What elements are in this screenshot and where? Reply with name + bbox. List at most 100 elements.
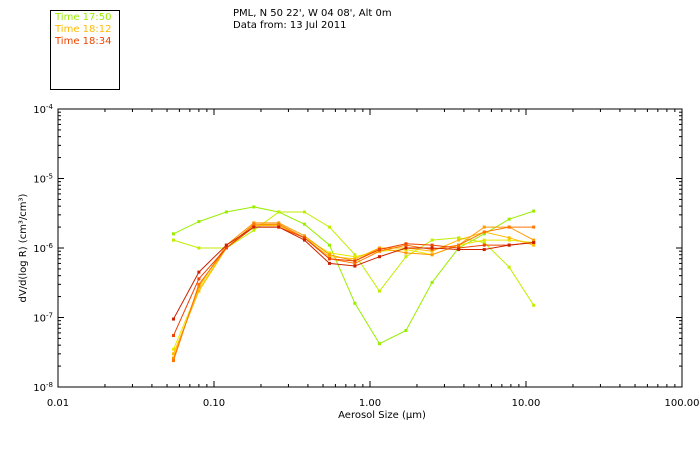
data-point (377, 289, 381, 293)
data-point (302, 210, 306, 214)
data-point (277, 210, 281, 214)
data-point (507, 225, 511, 229)
data-point (532, 243, 536, 247)
data-point (327, 243, 331, 247)
data-point (197, 287, 201, 291)
series-line-6 (173, 226, 534, 336)
data-point (482, 225, 486, 229)
data-point (457, 238, 461, 242)
data-point (277, 222, 281, 226)
series-line-4 (173, 222, 534, 359)
data-point (197, 284, 201, 288)
y-axis-label: dV/d(log R) (cm³/cm³) (18, 193, 29, 302)
data-point (532, 225, 536, 229)
data-point (277, 225, 281, 229)
data-point (302, 222, 306, 226)
header-date: Data from: 13 Jul 2011 (233, 20, 347, 31)
data-point (327, 255, 331, 259)
x-tick-label: 0.01 (47, 398, 69, 409)
y-tick-label: 10-5 (33, 173, 53, 186)
data-point (430, 249, 434, 253)
y-tick-label: 10-4 (33, 103, 53, 116)
data-point (252, 225, 256, 229)
data-point (197, 282, 201, 286)
data-point (457, 248, 461, 252)
data-point (353, 253, 357, 257)
data-point (482, 240, 486, 244)
data-point (252, 222, 256, 226)
x-tick-label: 1.00 (359, 398, 381, 409)
data-point (404, 242, 408, 246)
data-point (171, 317, 175, 321)
data-point (197, 289, 201, 293)
data-point (377, 246, 381, 250)
data-point (353, 257, 357, 261)
data-point (224, 210, 228, 214)
data-point (430, 243, 434, 247)
data-point (327, 251, 331, 255)
x-tick-label: 10.00 (512, 398, 541, 409)
data-point (507, 265, 511, 269)
data-point (353, 301, 357, 305)
data-point (457, 243, 461, 247)
legend-entry: Time 18:34 (55, 36, 112, 47)
x-tick-label: 100.00 (665, 398, 700, 409)
data-point (457, 246, 461, 250)
data-point (430, 280, 434, 284)
data-point (430, 246, 434, 250)
data-point (482, 230, 486, 234)
data-point (532, 240, 536, 244)
data-point (302, 236, 306, 240)
data-point (404, 255, 408, 259)
data-point (404, 246, 408, 250)
data-point (430, 253, 434, 257)
data-point (197, 220, 201, 224)
data-point (353, 261, 357, 265)
data-point (482, 238, 486, 242)
header-location: PML, N 50 22', W 04 08', Alt 0m (233, 8, 392, 19)
plot-frame (57, 108, 683, 388)
data-point (404, 329, 408, 333)
x-axis-label: Aerosol Size (µm) (338, 410, 426, 421)
data-point (430, 238, 434, 242)
data-point (404, 248, 408, 252)
data-point (430, 248, 434, 252)
data-point (457, 236, 461, 240)
data-point (482, 243, 486, 247)
data-point (532, 209, 536, 213)
data-point (197, 277, 201, 281)
data-point (327, 261, 331, 265)
data-point (302, 234, 306, 238)
data-point (171, 352, 175, 356)
legend-box: Time 17:50 Time 18:12 Time 18:34 (50, 10, 120, 90)
data-point (224, 246, 228, 250)
data-point (171, 238, 175, 242)
data-point (171, 232, 175, 236)
data-point (353, 264, 357, 268)
data-point (532, 238, 536, 242)
data-point (302, 238, 306, 242)
y-tick-label: 10-7 (33, 312, 53, 325)
data-point (224, 243, 228, 247)
data-point (252, 228, 256, 232)
data-point (197, 270, 201, 274)
series-line-0 (173, 206, 534, 345)
data-point (507, 217, 511, 221)
data-point (327, 257, 331, 261)
data-point (507, 243, 511, 247)
y-tick-label: 10-6 (33, 242, 53, 255)
data-point (377, 255, 381, 259)
data-point (171, 334, 175, 338)
data-point (377, 248, 381, 252)
data-point (482, 248, 486, 252)
x-tick-label: 0.10 (203, 398, 225, 409)
data-point (327, 253, 331, 257)
data-point (404, 251, 408, 255)
y-tick-label: 10-8 (33, 381, 53, 394)
data-point (353, 255, 357, 259)
data-point (377, 342, 381, 346)
data-point (171, 356, 175, 360)
legend-entry: Time 17:50 (55, 12, 112, 23)
data-point (507, 236, 511, 240)
